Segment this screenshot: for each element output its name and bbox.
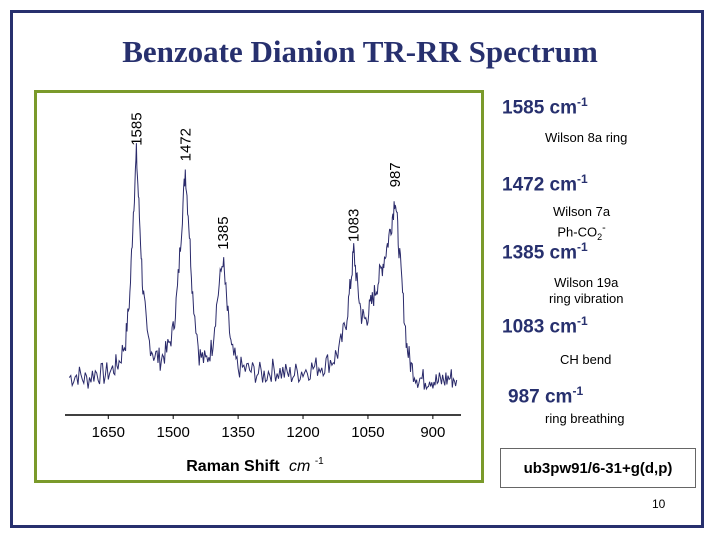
- annotation-1585-heading: 1585 cm-1: [502, 95, 588, 119]
- spectrum-series-line: [68, 143, 458, 391]
- x-axis-label: Raman Shift cm -1: [186, 456, 324, 475]
- peak-label: 1083: [346, 209, 363, 242]
- annotation-1083-desc: CH bend: [560, 352, 612, 367]
- x-tick-label: 1050: [351, 424, 384, 441]
- annotation-1385-heading: 1385 cm-1: [502, 240, 588, 264]
- annotation-1385-desc: Wilson 19a ring vibration: [549, 275, 624, 306]
- peak-label: 1585: [128, 112, 145, 145]
- raman-spectrum-chart: 1585 1472 1385 1083 987 1650 1500 1350 1200 1050…: [65, 112, 461, 475]
- slide-title: Benzoate Dianion TR-RR Spectrum: [122, 34, 598, 69]
- x-tick-label: 1350: [221, 424, 254, 441]
- x-tick-label: 900: [420, 424, 445, 441]
- annotation-1472-desc: Wilson 7a Ph-CO2-: [553, 204, 611, 242]
- annotation-1472-heading: 1472 cm-1: [502, 172, 588, 196]
- method-label-box: ub3pw91/6-31+g(d,p): [500, 448, 696, 488]
- peak-label: 1385: [215, 216, 232, 249]
- peak-label: 1472: [177, 128, 194, 161]
- x-tick-label: 1650: [92, 424, 125, 441]
- method-label: ub3pw91/6-31+g(d,p): [523, 459, 673, 477]
- annotation-1585-desc: Wilson 8a ring: [545, 130, 628, 145]
- spectrum-plot-frame: 1585 1472 1385 1083 987 1650 1500 1350 1200 1050…: [34, 90, 484, 483]
- peak-label: 987: [387, 162, 404, 187]
- page-number: 10: [652, 497, 666, 511]
- x-tick-label: 1200: [286, 424, 319, 441]
- annotation-987-desc: ring breathing: [545, 411, 625, 426]
- annotation-1083-heading: 1083 cm-1: [502, 314, 588, 338]
- x-tick-label: 1500: [157, 424, 190, 441]
- annotation-987-heading: 987 cm-1: [508, 384, 584, 408]
